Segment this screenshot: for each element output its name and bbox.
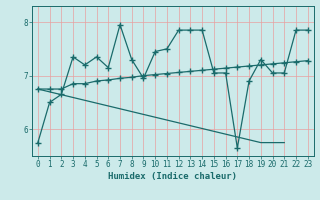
X-axis label: Humidex (Indice chaleur): Humidex (Indice chaleur) (108, 172, 237, 181)
